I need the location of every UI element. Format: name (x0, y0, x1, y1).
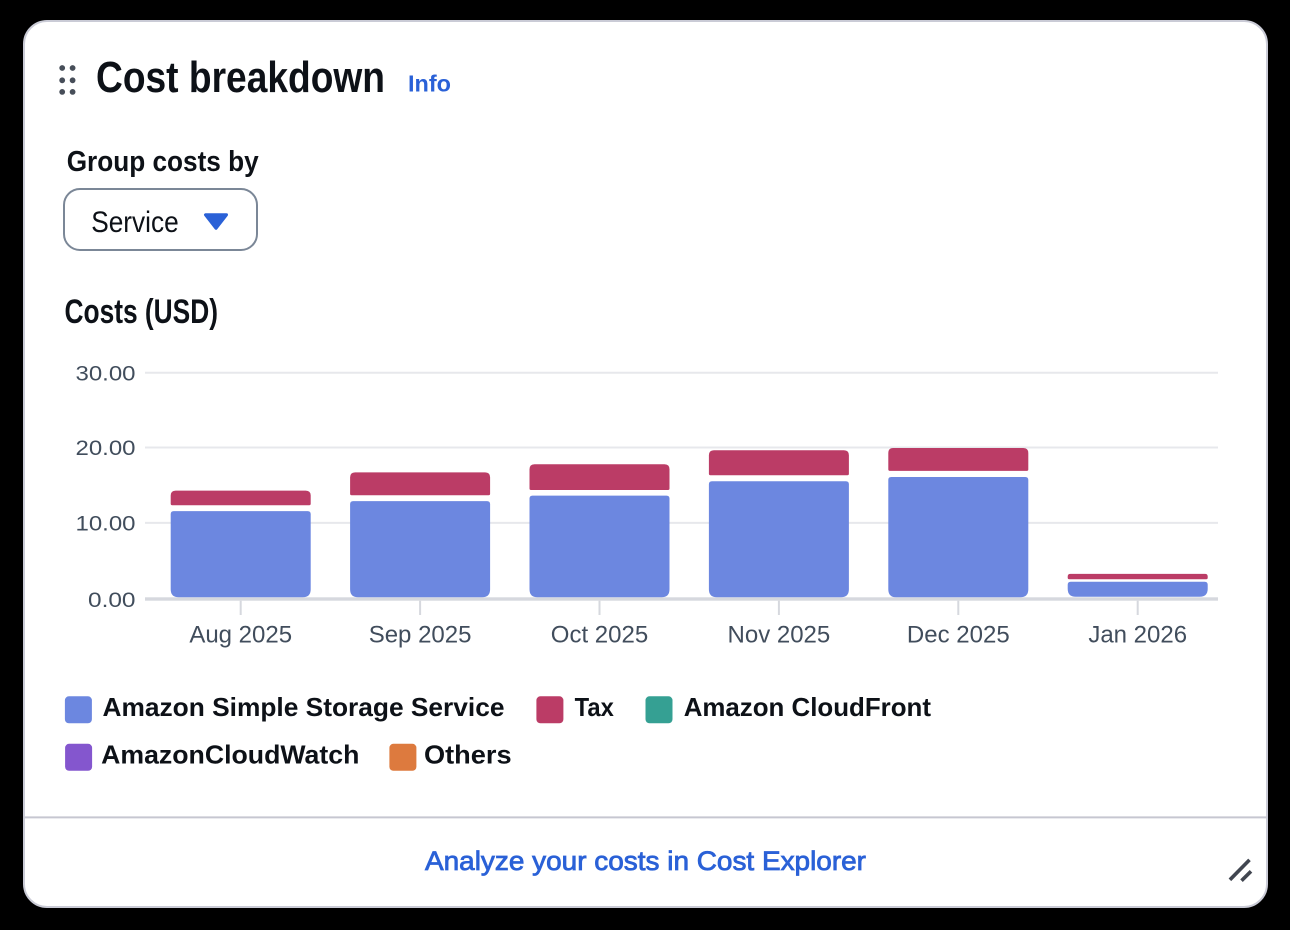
svg-text:Group costs by: Group costs by (67, 146, 259, 178)
svg-text:Service: Service (91, 206, 179, 239)
svg-text:Tax: Tax (575, 692, 615, 722)
svg-text:AmazonCloudWatch: AmazonCloudWatch (101, 740, 359, 770)
svg-text:Nov 2025: Nov 2025 (728, 621, 831, 648)
svg-text:Dec 2025: Dec 2025 (907, 621, 1010, 648)
svg-text:0.00: 0.00 (88, 589, 136, 612)
svg-text:20.00: 20.00 (76, 437, 136, 460)
svg-text:10.00: 10.00 (76, 512, 136, 535)
svg-text:Jan 2026: Jan 2026 (1088, 621, 1187, 648)
svg-text:Amazon Simple Storage Service: Amazon Simple Storage Service (103, 692, 505, 722)
svg-text:Costs (USD): Costs (USD) (65, 293, 219, 331)
svg-text:Amazon CloudFront: Amazon CloudFront (684, 692, 932, 722)
svg-text:Oct 2025: Oct 2025 (551, 621, 648, 648)
svg-text:Aug 2025: Aug 2025 (189, 621, 292, 648)
svg-text:Cost breakdown: Cost breakdown (96, 53, 385, 102)
svg-text:Analyze your costs in Cost Exp: Analyze your costs in Cost Explorer (425, 846, 866, 876)
svg-text:Info: Info (408, 71, 451, 97)
svg-text:30.00: 30.00 (76, 362, 136, 385)
svg-text:Others: Others (424, 740, 512, 770)
svg-text:Sep 2025: Sep 2025 (369, 621, 472, 648)
